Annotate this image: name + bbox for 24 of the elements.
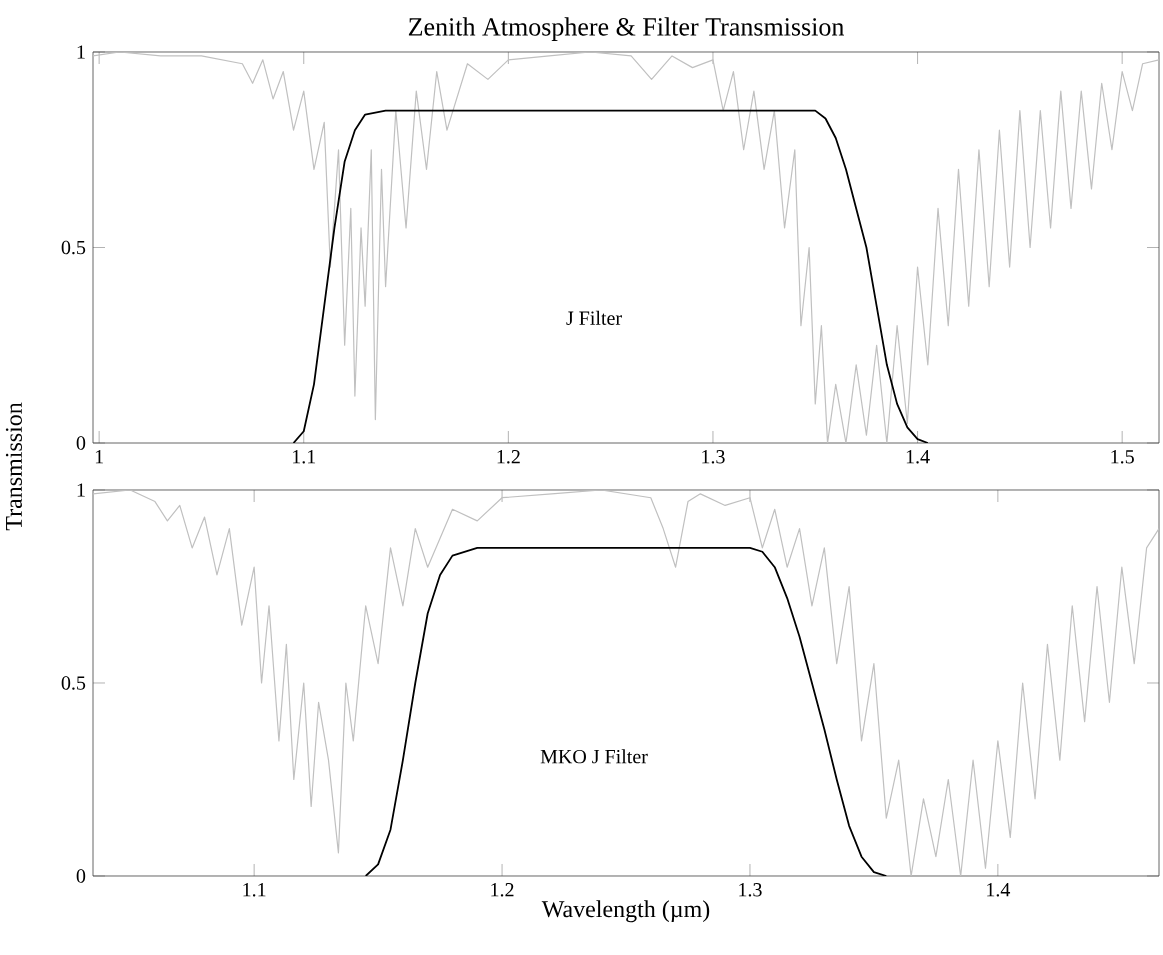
- y-tick-label: 0.5: [61, 240, 86, 255]
- x-tick-label: 1.5: [1111, 450, 1134, 464]
- annotation: J Filter: [566, 310, 622, 325]
- x-tick-label: 1.2: [497, 450, 520, 464]
- x-tick-label: 1.1: [293, 450, 316, 464]
- y-tick-label: 0.5: [61, 676, 86, 690]
- x-tick-label: 1.4: [987, 883, 1011, 897]
- x-tick-label: 1.3: [702, 450, 725, 464]
- x-tick-label: 1.1: [243, 883, 266, 897]
- annotation: MKO J Filter: [540, 749, 648, 764]
- line-series: [292, 109, 929, 443]
- y-tick-label: 1: [77, 483, 85, 497]
- y-axis-title: Transmission: [5, 402, 22, 531]
- line-series: [93, 52, 1159, 443]
- y-tick-label: 1: [77, 45, 85, 59]
- y-tick-label: 0: [76, 869, 86, 883]
- x-axis-title: Wavelength (µm): [541, 900, 710, 923]
- x-tick-label: 1.2: [491, 883, 514, 897]
- x-tick-label: 1.4: [906, 450, 930, 464]
- x-tick-label: 1: [95, 450, 103, 464]
- x-tick-label: 1.3: [739, 883, 762, 897]
- line-series: [93, 490, 1159, 876]
- chart-title: Zenith Atmosphere & Filter Transmission: [408, 17, 845, 41]
- y-tick-label: 0: [76, 436, 86, 450]
